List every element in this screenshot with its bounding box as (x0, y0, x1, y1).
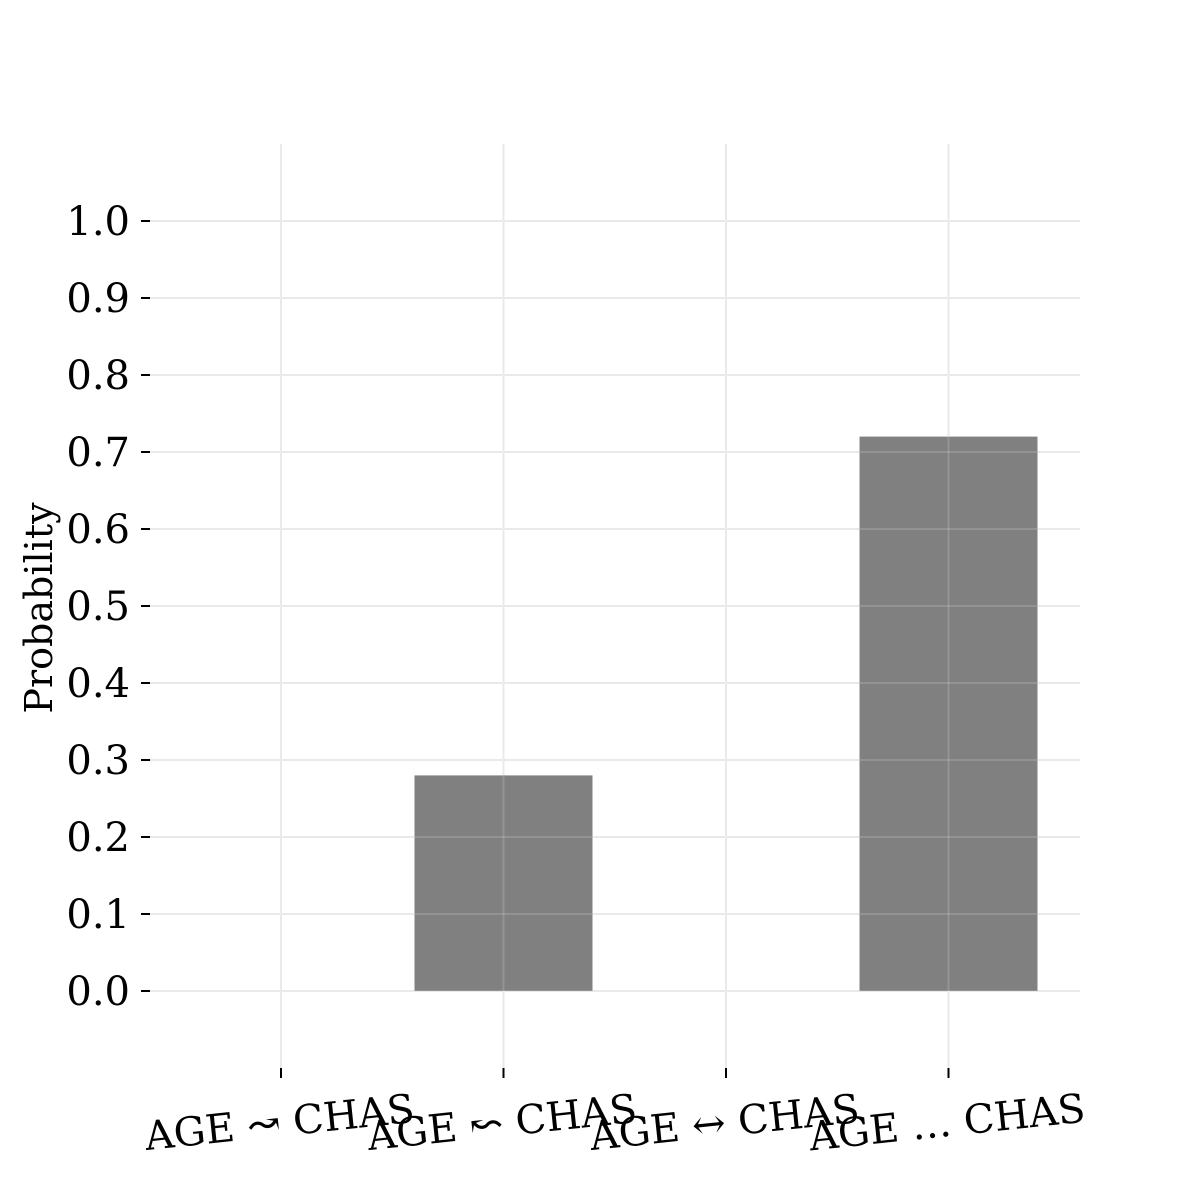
y-tick-label: 0.3 (66, 738, 130, 784)
y-tick-label: 0.9 (66, 276, 130, 322)
y-axis-label: Probability (17, 502, 61, 714)
y-tick-label: 0.4 (66, 661, 130, 707)
bar-layer (414, 436, 1038, 992)
bar (859, 436, 1038, 992)
y-tick-label: 0.0 (66, 969, 130, 1015)
y-tick-label: 0.8 (66, 353, 130, 399)
y-tick-label: 0.5 (66, 584, 130, 630)
tick-layer (141, 220, 950, 1078)
y-tick-label: 0.6 (66, 507, 130, 553)
y-tick-label: 1.0 (66, 199, 130, 245)
bar (414, 775, 593, 991)
y-tick-label: 0.2 (66, 815, 130, 861)
y-tick-label: 0.7 (66, 430, 130, 476)
y-tick-label: 0.1 (66, 892, 130, 938)
overlay-grid-layer (150, 144, 1080, 1068)
